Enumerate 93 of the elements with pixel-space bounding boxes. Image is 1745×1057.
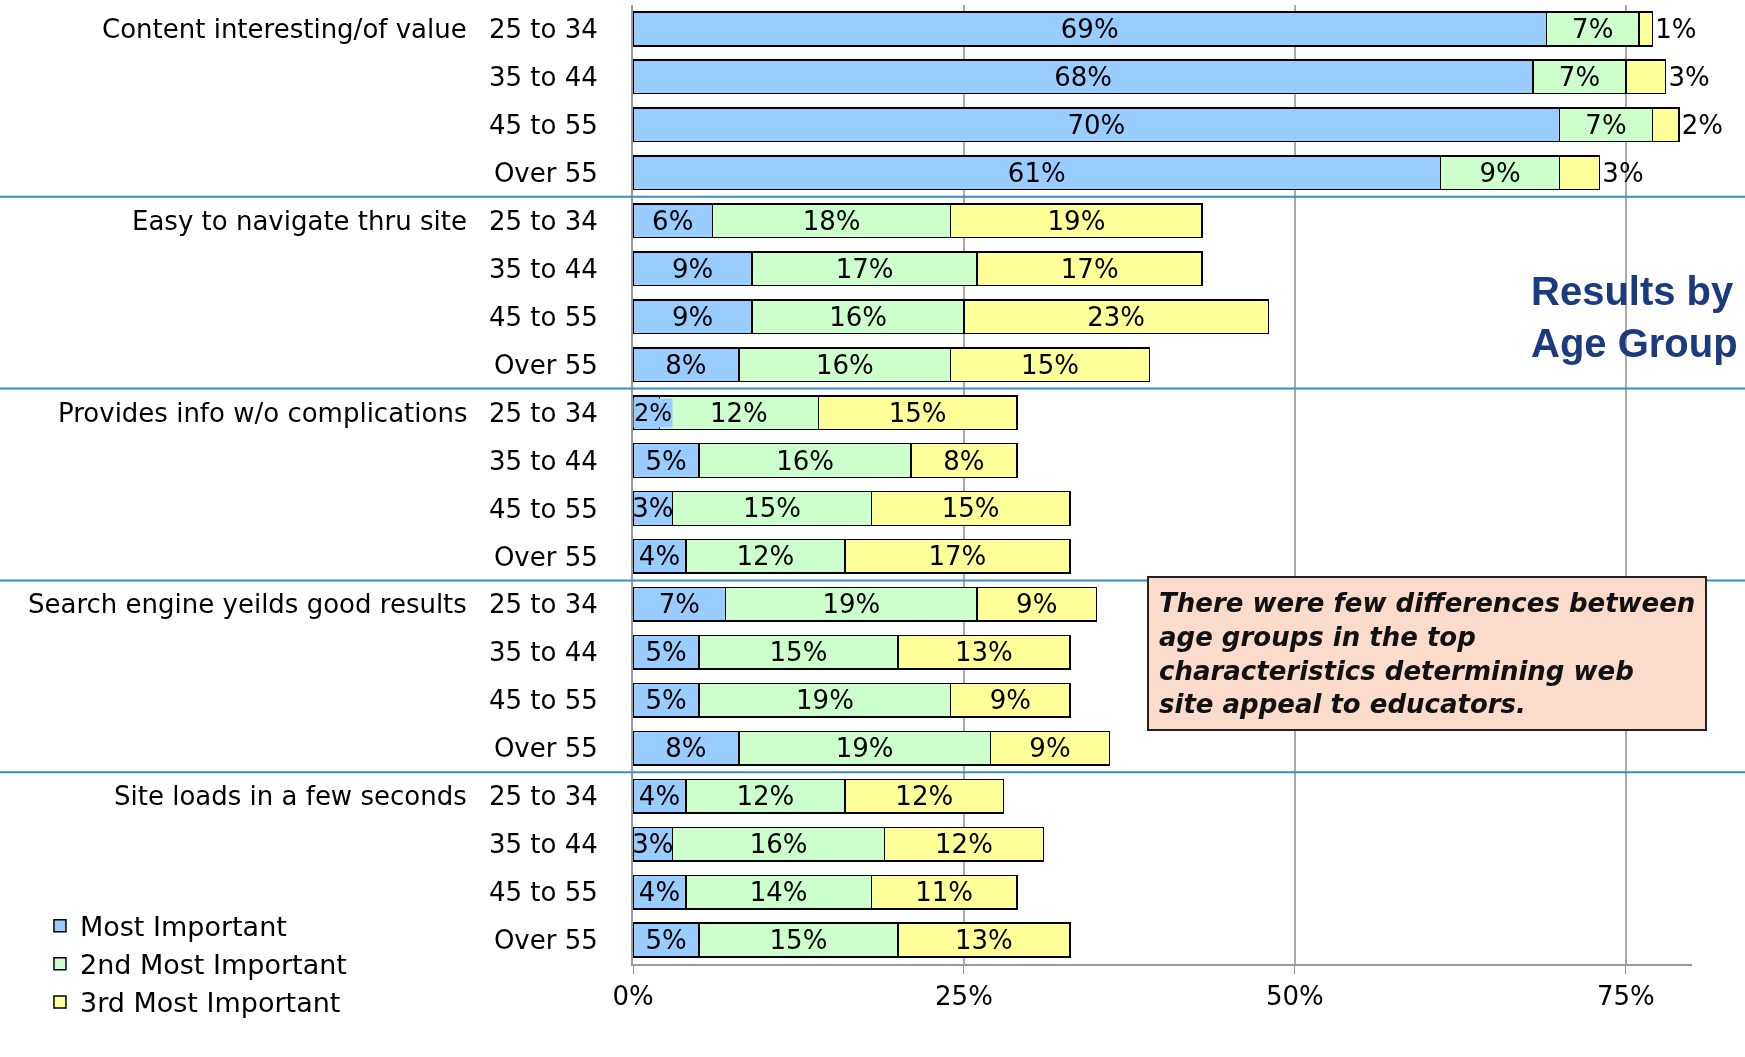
y-tick-label: 35 to 44 (488, 62, 598, 93)
y-tick-label: 45 to 55 (488, 493, 598, 524)
data-label: 2% (1681, 109, 1724, 140)
data-label: 19% (796, 685, 854, 716)
y-tick-label: Over 55 (493, 733, 598, 764)
y-tick-label: 35 to 44 (488, 637, 598, 668)
data-label: 70% (1067, 109, 1126, 140)
data-label: 16% (776, 445, 834, 476)
legend-label: 2nd Most Important (79, 949, 347, 981)
data-label: 61% (1007, 157, 1066, 188)
y-tick-label: 35 to 44 (488, 445, 598, 476)
x-tick-label: 50% (1265, 981, 1324, 1012)
data-label: 14% (749, 877, 808, 908)
data-label: 7% (1585, 109, 1627, 140)
data-label: 11% (915, 877, 973, 908)
data-label: 3% (632, 829, 674, 860)
text: Provides info w/o complications (58, 398, 468, 428)
y-tick-label: 25 to 34 (488, 14, 598, 45)
data-label: 9% (1016, 589, 1058, 620)
data-label: 12% (895, 781, 954, 812)
data-label: 8% (943, 445, 985, 476)
data-label: 16% (749, 829, 808, 860)
data-label: 16% (829, 301, 887, 332)
data-label: 5% (645, 445, 687, 476)
data-label: 7% (658, 589, 700, 620)
text: Easy to navigate thru site (132, 206, 467, 236)
legend-label: 3rd Most Important (79, 987, 341, 1019)
y-tick-label: 25 to 34 (488, 589, 598, 620)
data-label: 12% (736, 781, 795, 812)
data-label: 13% (954, 637, 1013, 668)
data-label: 15% (1021, 349, 1079, 380)
y-tick-label: Over 55 (493, 349, 598, 380)
y-tick-label: 35 to 44 (488, 253, 598, 284)
data-label: 19% (822, 589, 881, 620)
data-label: 18% (802, 205, 861, 236)
y-tick-label: Over 55 (493, 925, 598, 956)
data-label: 17% (928, 541, 987, 572)
data-label: 15% (769, 925, 828, 956)
data-label: 12% (710, 397, 768, 428)
data-label: 4% (638, 781, 681, 812)
data-label: 3% (1668, 61, 1710, 92)
x-tick-label: 0% (612, 981, 654, 1012)
data-label: 69% (1060, 13, 1119, 44)
data-label: 5% (645, 685, 687, 716)
data-label: 15% (743, 493, 801, 524)
data-label: 7% (1572, 13, 1614, 44)
data-label: 68% (1054, 61, 1112, 92)
data-label: 6% (652, 205, 694, 236)
y-tick-label: Over 55 (493, 157, 598, 188)
y-tick-label: 45 to 55 (488, 877, 598, 908)
x-tick-label: 25% (935, 981, 993, 1012)
y-tick-label: 25 to 34 (488, 781, 598, 812)
data-label: 5% (645, 925, 687, 956)
y-tick-label: 45 to 55 (488, 109, 598, 140)
data-label: 5% (645, 637, 687, 668)
x-tick-label: 75% (1596, 981, 1655, 1012)
data-label: 4% (638, 541, 681, 572)
data-label: 1% (1655, 13, 1697, 44)
text: Search engine yeilds good results (28, 589, 467, 619)
y-tick-label: 25 to 34 (488, 205, 598, 236)
text: Site loads in a few seconds (114, 781, 467, 811)
data-label: 12% (736, 541, 795, 572)
y-tick-label: Over 55 (493, 541, 598, 572)
data-label: 9% (1479, 157, 1521, 188)
text: Content interesting/of value (102, 14, 467, 44)
data-label: 16% (815, 349, 874, 380)
annotation: There were few differences between age groups in the top characteristics determining web site appeal to educators. (1159, 588, 1696, 720)
data-label: 3% (632, 493, 674, 524)
data-label: 15% (888, 397, 947, 428)
data-label: 9% (671, 301, 714, 332)
legend-label: Most Important (79, 911, 287, 943)
y-tick-label: 45 to 55 (488, 301, 598, 332)
data-label: 9% (989, 685, 1031, 716)
data-label: 8% (665, 349, 707, 380)
data-label: 12% (935, 829, 993, 860)
data-label: 13% (954, 925, 1013, 956)
data-label: 19% (1047, 205, 1106, 236)
y-tick-label: 45 to 55 (488, 685, 598, 716)
annotation: Results by Age Group (1531, 269, 1738, 365)
data-label: 17% (835, 253, 894, 284)
data-label: 8% (665, 733, 707, 764)
y-tick-label: 25 to 34 (488, 397, 598, 428)
data-label: 17% (1060, 253, 1119, 284)
y-tick-label: 35 to 44 (488, 829, 598, 860)
data-label: 19% (835, 733, 894, 764)
data-label: 4% (638, 877, 681, 908)
data-label: 15% (769, 637, 828, 668)
data-label: 7% (1558, 61, 1601, 92)
data-label: 23% (1087, 301, 1146, 332)
data-label: 9% (1029, 733, 1071, 764)
data-label: 15% (941, 493, 1000, 524)
data-label: 3% (1602, 157, 1644, 188)
data-label: 9% (671, 253, 714, 284)
